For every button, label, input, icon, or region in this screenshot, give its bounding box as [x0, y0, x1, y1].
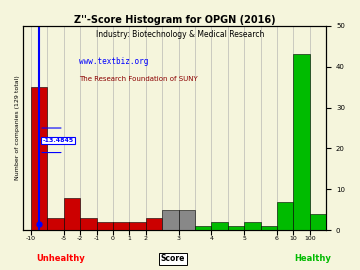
Text: The Research Foundation of SUNY: The Research Foundation of SUNY [79, 76, 198, 82]
Bar [211, 222, 228, 230]
Text: Score: Score [161, 254, 185, 263]
Bar [31, 87, 48, 230]
Bar [195, 226, 211, 230]
Bar [80, 218, 96, 230]
Bar [48, 218, 64, 230]
Bar [162, 210, 179, 230]
Bar [96, 222, 113, 230]
Bar [310, 214, 326, 230]
Y-axis label: Number of companies (129 total): Number of companies (129 total) [15, 76, 20, 180]
Bar [228, 226, 244, 230]
Text: www.textbiz.org: www.textbiz.org [79, 57, 149, 66]
Bar [146, 218, 162, 230]
Bar [179, 210, 195, 230]
Bar [277, 202, 293, 230]
Bar [129, 222, 146, 230]
Bar [293, 54, 310, 230]
Text: Healthy: Healthy [294, 254, 331, 263]
Bar [261, 226, 277, 230]
Text: Unhealthy: Unhealthy [36, 254, 85, 263]
Text: Industry: Biotechnology & Medical Research: Industry: Biotechnology & Medical Resear… [96, 30, 264, 39]
Bar [64, 198, 80, 230]
Text: -13.4845: -13.4845 [42, 138, 74, 143]
Title: Z''-Score Histogram for OPGN (2016): Z''-Score Histogram for OPGN (2016) [74, 15, 275, 25]
Bar [113, 222, 129, 230]
Bar [244, 222, 261, 230]
